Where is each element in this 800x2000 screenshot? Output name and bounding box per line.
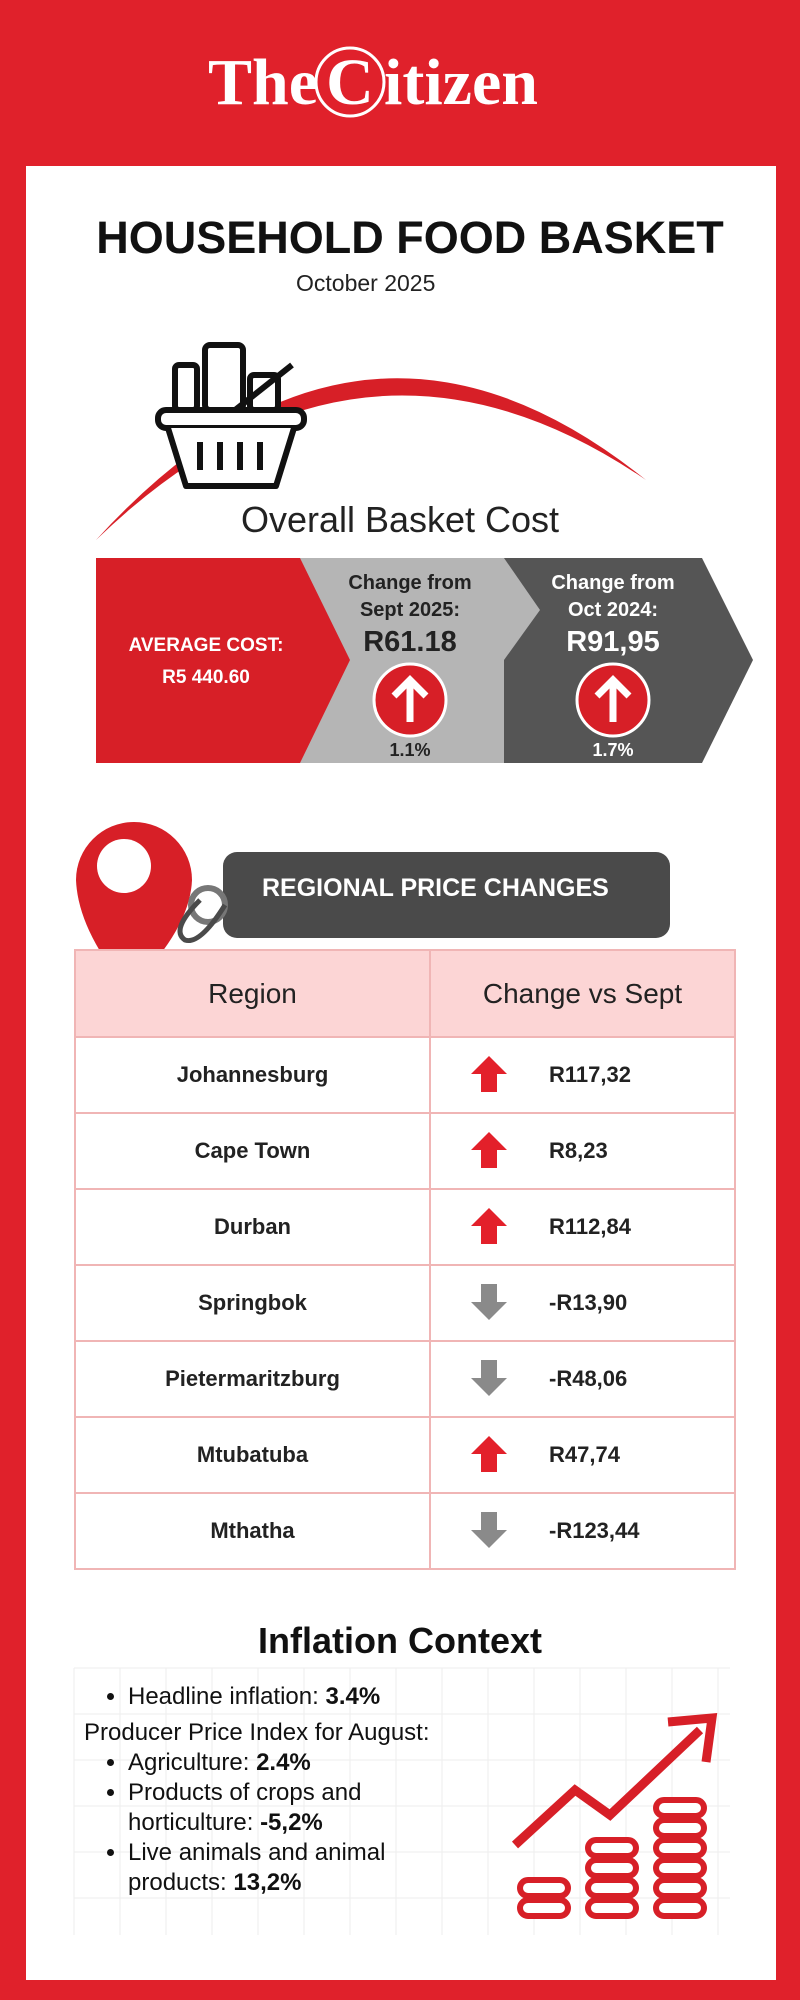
average-label: AVERAGE COST: — [128, 635, 284, 656]
item-value: 13,2% — [233, 1869, 302, 1896]
arrow-up — [471, 1132, 507, 1168]
direction-arrow — [471, 1360, 507, 1396]
change-value: R8,23 — [549, 1138, 608, 1163]
item-label: Products of crops and horticulture: — [128, 1779, 362, 1836]
band-gray — [300, 558, 540, 660]
direction-arrow — [471, 1208, 507, 1244]
regional-heading: REGIONAL PRICE CHANGES — [262, 874, 609, 902]
table-row: Mtubatuba R47,74 — [74, 1416, 736, 1494]
subtitle: October 2025 — [296, 270, 436, 296]
arrow-down — [471, 1284, 507, 1320]
table-row: Johannesburg R117,32 — [74, 1036, 736, 1114]
arrow-up — [471, 1436, 507, 1472]
title: HOUSEHOLD FOOD BASKET — [96, 212, 724, 263]
column-header: Region — [74, 949, 431, 1038]
change-value: -R48,06 — [549, 1366, 628, 1391]
direction-arrow — [471, 1436, 507, 1472]
change-value: R47,74 — [549, 1442, 620, 1467]
growth-icon — [511, 1713, 718, 1919]
region: Springbok — [74, 1264, 431, 1342]
average-box: AVERAGE COST: R5 440.60 — [96, 630, 316, 694]
direction-arrow — [471, 1056, 507, 1092]
brand-suffix: itizen — [384, 46, 538, 119]
table-row: Durban R112,84 — [74, 1188, 736, 1266]
change: R8,23 — [429, 1112, 736, 1190]
column-header: Change vs Sept — [429, 949, 736, 1038]
item-label: Headline inflation: — [128, 1683, 319, 1710]
region: Mthatha — [74, 1492, 431, 1570]
header-row: Region Change vs Sept — [74, 949, 736, 1038]
region: Pietermaritzburg — [74, 1340, 431, 1418]
item-value: -5,2% — [260, 1809, 323, 1836]
list-item: Live animals and animal products: 13,2% — [128, 1838, 444, 1898]
change-label: Change from — [348, 572, 472, 594]
item-label: Agriculture: — [128, 1749, 250, 1776]
tag — [223, 852, 670, 938]
up-badge — [372, 662, 448, 738]
change-value: R61.18 — [363, 626, 457, 658]
up-badge — [575, 662, 651, 738]
item-value: 3.4% — [325, 1683, 381, 1710]
inflation-list: Headline inflation: 3.4% Producer Price … — [84, 1682, 444, 1898]
inflation-heading: Inflation Context — [258, 1620, 542, 1661]
arrow-up — [471, 1056, 507, 1092]
basket-icon — [155, 342, 307, 489]
list-item: Products of crops and horticulture: -5,2… — [128, 1778, 444, 1838]
change: R117,32 — [429, 1036, 736, 1114]
pin-icon — [75, 821, 228, 990]
change-label: Change from — [551, 572, 675, 594]
table-body: Johannesburg R117,32 Cape Town R8,23 Durban R… — [74, 1036, 736, 1570]
region: Johannesburg — [74, 1036, 431, 1114]
change-box: Change from Oct 2024: R91,95 1.7% — [513, 570, 713, 760]
change-value: -R13,90 — [549, 1290, 628, 1315]
change-label: Oct 2024: — [567, 599, 659, 621]
change-value: R117,32 — [549, 1062, 631, 1087]
list: Agriculture: 2.4%Products of crops and h… — [84, 1748, 444, 1898]
direction-arrow — [471, 1512, 507, 1548]
direction-arrow — [471, 1132, 507, 1168]
list: Headline inflation: 3.4% — [84, 1682, 444, 1712]
band-red — [96, 558, 350, 763]
change: -R123,44 — [429, 1492, 736, 1570]
change: -R48,06 — [429, 1340, 736, 1418]
list-item: Headline inflation: 3.4% — [128, 1682, 444, 1712]
average-value: R5 440.60 — [162, 667, 250, 688]
change: -R13,90 — [429, 1264, 736, 1342]
overall-heading: Overall Basket Cost — [240, 499, 560, 540]
change-label: Sept 2025: — [359, 599, 461, 621]
regional-table: Region Change vs Sept Johannesburg R117,3… — [74, 949, 736, 1570]
change: R47,74 — [429, 1416, 736, 1494]
change-value: R91,95 — [566, 626, 660, 658]
region: Cape Town — [74, 1112, 431, 1190]
band-dark — [504, 558, 753, 763]
list-item: Agriculture: 2.4% — [128, 1748, 444, 1778]
change-percent: 1.7% — [592, 740, 634, 760]
item-label: Live animals and animal products: — [128, 1839, 386, 1896]
table-row: Cape Town R8,23 — [74, 1112, 736, 1190]
arrow-down — [471, 1360, 507, 1396]
table-row: Pietermaritzburg -R48,06 — [74, 1340, 736, 1418]
arrow-up — [471, 1208, 507, 1244]
brand-initial: C — [326, 46, 374, 119]
brand-ring — [314, 46, 386, 118]
change-box: Change from Sept 2025: R61.18 1.1% — [310, 570, 510, 760]
ppi-intro: Producer Price Index for August: — [84, 1719, 430, 1746]
change: R112,84 — [429, 1188, 736, 1266]
item-value: 2.4% — [256, 1749, 311, 1776]
change-percent: 1.1% — [389, 740, 431, 760]
brand-prefix: The — [208, 46, 318, 119]
change-value: R112,84 — [549, 1214, 631, 1239]
change-value: -R123,44 — [549, 1518, 640, 1543]
table-row: Mthatha -R123,44 — [74, 1492, 736, 1570]
table-row: Springbok -R13,90 — [74, 1264, 736, 1342]
region: Durban — [74, 1188, 431, 1266]
arrow-down — [471, 1512, 507, 1548]
direction-arrow — [471, 1284, 507, 1320]
region: Mtubatuba — [74, 1416, 431, 1494]
